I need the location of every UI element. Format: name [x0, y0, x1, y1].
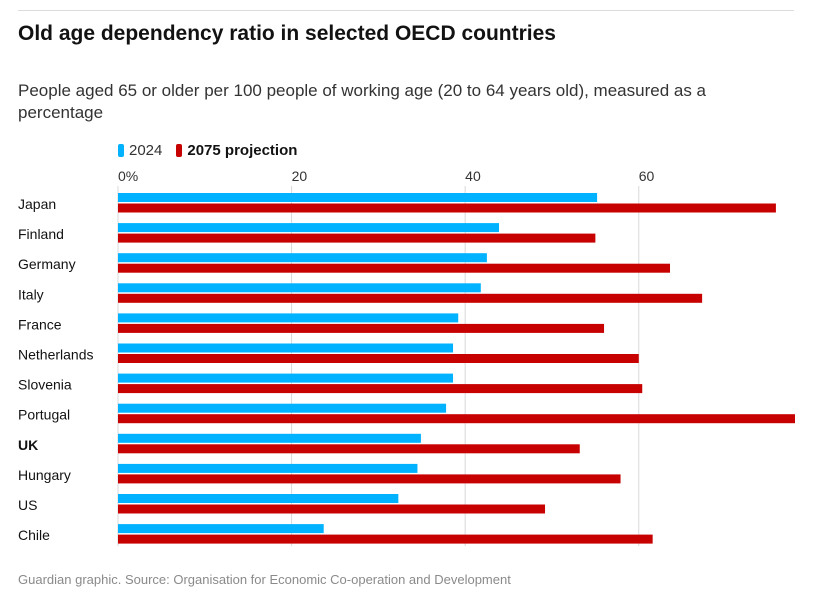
category-label-uk: UK	[18, 437, 38, 453]
legend-label-2024: 2024	[129, 142, 163, 159]
category-label-finland: Finland	[18, 226, 64, 242]
legend: 2024 2075 projection	[118, 142, 311, 159]
legend-item-2024: 2024	[118, 142, 162, 159]
x-tick-label-40: 40	[465, 168, 481, 184]
bar-2075-japan	[118, 203, 776, 213]
bar-2075-germany	[118, 263, 671, 273]
bar-2024-chile	[118, 524, 324, 534]
category-label-italy: Italy	[18, 286, 44, 302]
bar-2075-france	[118, 323, 605, 333]
x-tick-label-0: 0%	[118, 168, 138, 184]
x-tick-label-60: 60	[639, 168, 655, 184]
bar-2024-italy	[118, 283, 481, 293]
top-divider	[18, 10, 794, 11]
bar-2024-japan	[118, 193, 598, 202]
x-tick-label-20: 20	[292, 168, 308, 184]
bar-2024-us	[118, 494, 399, 503]
chart-subtitle: People aged 65 or older per 100 people o…	[18, 81, 707, 122]
bar-2075-finland	[118, 233, 596, 243]
bar-2075-hungary	[118, 474, 621, 484]
category-label-france: France	[18, 316, 62, 332]
category-label-germany: Germany	[18, 256, 76, 272]
bar-2075-slovenia	[118, 384, 643, 394]
category-label-japan: Japan	[18, 196, 56, 212]
category-label-chile: Chile	[18, 527, 50, 543]
bar-2075-us	[118, 504, 546, 514]
bar-2075-uk	[118, 444, 580, 454]
bar-2024-germany	[118, 253, 487, 263]
bar-2075-portugal	[118, 414, 795, 424]
bar-2024-netherlands	[118, 343, 454, 353]
bar-2024-hungary	[118, 463, 418, 473]
legend-swatch-2075	[176, 144, 183, 157]
category-label-portugal: Portugal	[18, 407, 70, 423]
bar-2024-france	[118, 313, 459, 323]
bar-2024-finland	[118, 223, 500, 233]
chart-title: Old age dependency ratio in selected OEC…	[18, 22, 556, 45]
bar-2024-slovenia	[118, 373, 454, 383]
bar-2024-uk	[118, 433, 421, 443]
bar-2075-italy	[118, 293, 703, 303]
category-label-hungary: Hungary	[18, 467, 71, 483]
bar-2024-portugal	[118, 403, 447, 413]
category-label-slovenia: Slovenia	[18, 377, 72, 393]
category-label-us: US	[18, 497, 37, 513]
bar-2075-netherlands	[118, 354, 639, 363]
source-footer: Guardian graphic. Source: Organisation f…	[18, 572, 511, 587]
legend-swatch-2024	[118, 144, 124, 157]
category-label-netherlands: Netherlands	[18, 347, 94, 363]
legend-label-2075: 2075 projection	[187, 142, 298, 159]
legend-item-2075: 2075 projection	[176, 142, 297, 159]
bar-2075-chile	[118, 534, 653, 544]
